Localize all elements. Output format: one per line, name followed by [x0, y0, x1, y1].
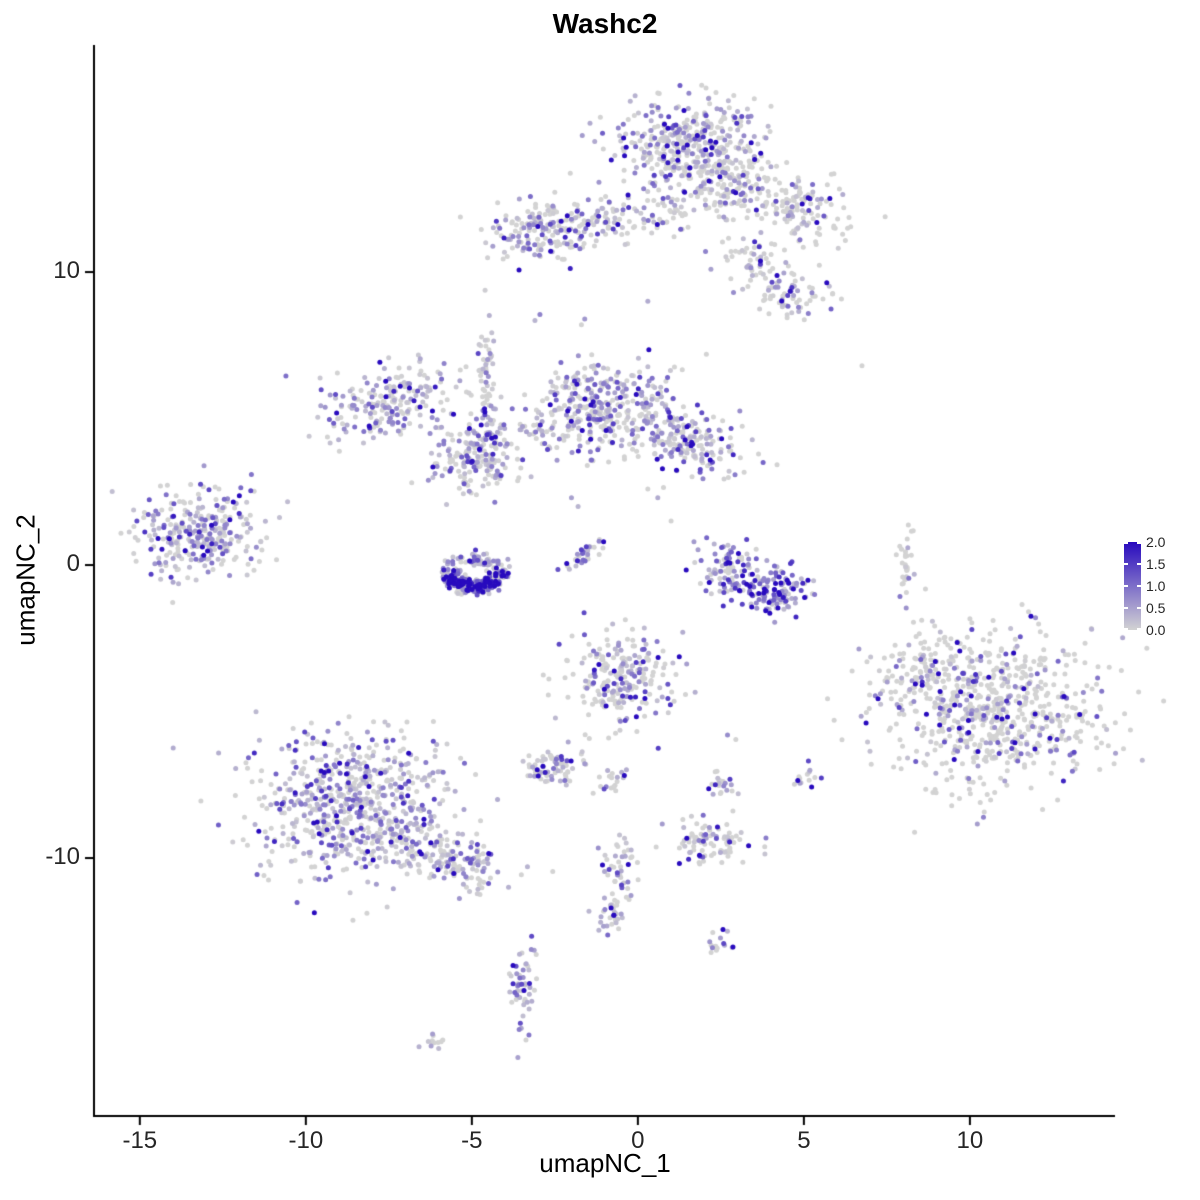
legend-tick-mark	[1137, 585, 1141, 587]
x-tick-label: -10	[288, 1127, 324, 1154]
legend-tick-mark	[1124, 628, 1128, 630]
plot-title: Washc2	[552, 8, 658, 39]
legend-tick-label: 1.5	[1146, 556, 1166, 572]
legend-tick-label: 1.0	[1146, 578, 1166, 594]
x-tick-label: 10	[956, 1127, 984, 1154]
colorbar-labels: 2.0 1.5 1.0 0.5 0.0	[1146, 534, 1186, 638]
legend-tick-label: 0.5	[1146, 600, 1166, 616]
legend-tick-mark	[1124, 607, 1128, 609]
legend-tick-mark	[1137, 607, 1141, 609]
x-tick-label: 5	[797, 1127, 811, 1154]
legend-tick-mark	[1124, 542, 1128, 544]
legend-tick-label: 0.0	[1146, 622, 1166, 638]
x-tick-label: 0	[631, 1127, 645, 1154]
legend-tick-mark	[1137, 563, 1141, 565]
y-tick-label: 10	[53, 257, 80, 285]
colorbar-gradient	[1124, 542, 1141, 630]
legend-tick-mark	[1124, 585, 1128, 587]
y-tick-label: 0	[66, 550, 80, 578]
legend-tick-mark	[1137, 542, 1141, 544]
legend-tick-mark	[1124, 563, 1128, 565]
legend-tick-mark	[1137, 628, 1141, 630]
x-axis-label: umapNC_1	[539, 1148, 671, 1178]
x-tick-label: -15	[122, 1127, 158, 1154]
legend-tick-label: 2.0	[1146, 534, 1166, 550]
y-tick-label: -10	[45, 843, 80, 871]
x-tick-label: -5	[461, 1127, 483, 1154]
y-axis-label: umapNC_2	[10, 514, 41, 646]
